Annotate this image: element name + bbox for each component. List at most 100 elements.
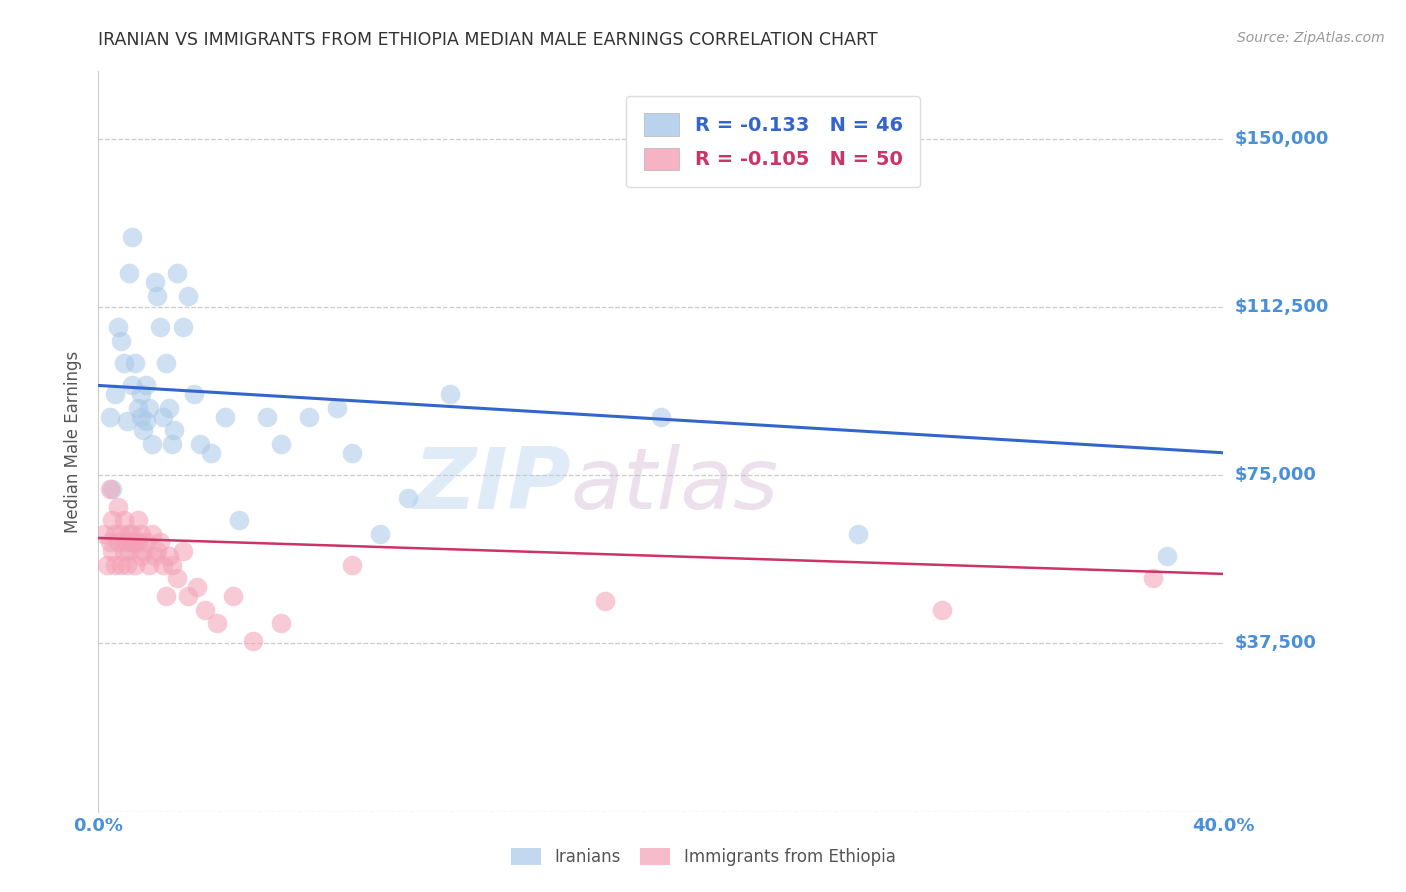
Point xyxy=(110,558,132,572)
Point xyxy=(242,634,264,648)
Point xyxy=(129,526,152,541)
Point xyxy=(124,535,146,549)
Point xyxy=(98,482,121,496)
Point xyxy=(155,590,177,604)
Point xyxy=(110,334,132,348)
Point xyxy=(115,414,138,428)
Point xyxy=(129,387,152,401)
Point xyxy=(160,437,183,451)
Point xyxy=(152,409,174,424)
Text: ZIP: ZIP xyxy=(413,444,571,527)
Point xyxy=(112,356,135,370)
Point xyxy=(326,401,349,415)
Point xyxy=(115,558,138,572)
Point xyxy=(931,603,953,617)
Point xyxy=(166,571,188,585)
Text: $37,500: $37,500 xyxy=(1234,634,1316,652)
Point xyxy=(270,616,292,631)
Point xyxy=(186,580,208,594)
Text: $150,000: $150,000 xyxy=(1234,129,1329,148)
Point xyxy=(127,513,149,527)
Point xyxy=(135,414,157,428)
Point xyxy=(143,549,166,563)
Point xyxy=(593,594,616,608)
Text: Source: ZipAtlas.com: Source: ZipAtlas.com xyxy=(1237,31,1385,45)
Point xyxy=(101,544,124,558)
Point xyxy=(98,535,121,549)
Point xyxy=(96,558,118,572)
Point xyxy=(172,544,194,558)
Point xyxy=(93,526,115,541)
Point xyxy=(172,320,194,334)
Point xyxy=(124,558,146,572)
Point xyxy=(124,356,146,370)
Text: $75,000: $75,000 xyxy=(1234,467,1316,484)
Point xyxy=(340,446,363,460)
Point xyxy=(141,526,163,541)
Point xyxy=(188,437,211,451)
Point xyxy=(132,544,155,558)
Point xyxy=(214,409,236,424)
Point xyxy=(149,535,172,549)
Point xyxy=(121,378,143,392)
Point xyxy=(157,401,180,415)
Point xyxy=(104,387,127,401)
Point xyxy=(340,558,363,572)
Point xyxy=(118,266,141,280)
Point xyxy=(1142,571,1164,585)
Point xyxy=(129,409,152,424)
Point xyxy=(129,549,152,563)
Point xyxy=(222,590,245,604)
Point xyxy=(166,266,188,280)
Text: atlas: atlas xyxy=(571,444,779,527)
Point xyxy=(138,558,160,572)
Point xyxy=(135,535,157,549)
Point xyxy=(270,437,292,451)
Point xyxy=(127,401,149,415)
Point xyxy=(118,526,141,541)
Point xyxy=(143,275,166,289)
Point xyxy=(163,423,186,437)
Point xyxy=(107,320,129,334)
Point xyxy=(298,409,321,424)
Y-axis label: Median Male Earnings: Median Male Earnings xyxy=(65,351,83,533)
Point xyxy=(256,409,278,424)
Point xyxy=(101,513,124,527)
Legend: Iranians, Immigrants from Ethiopia: Iranians, Immigrants from Ethiopia xyxy=(503,841,903,873)
Legend: R = -0.133   N = 46, R = -0.105   N = 50: R = -0.133 N = 46, R = -0.105 N = 50 xyxy=(627,95,920,187)
Point xyxy=(177,590,200,604)
Text: IRANIAN VS IMMIGRANTS FROM ETHIOPIA MEDIAN MALE EARNINGS CORRELATION CHART: IRANIAN VS IMMIGRANTS FROM ETHIOPIA MEDI… xyxy=(98,31,877,49)
Point xyxy=(200,446,222,460)
Point xyxy=(228,513,250,527)
Point xyxy=(155,356,177,370)
Point xyxy=(112,544,135,558)
Point xyxy=(115,535,138,549)
Point xyxy=(132,423,155,437)
Point xyxy=(98,409,121,424)
Point xyxy=(157,549,180,563)
Point xyxy=(177,289,200,303)
Point xyxy=(846,526,869,541)
Point xyxy=(107,500,129,514)
Point xyxy=(104,558,127,572)
Point xyxy=(146,544,169,558)
Point xyxy=(396,491,419,505)
Point xyxy=(138,401,160,415)
Point xyxy=(650,409,672,424)
Point xyxy=(110,526,132,541)
Text: $112,500: $112,500 xyxy=(1234,298,1329,316)
Point xyxy=(121,526,143,541)
Point xyxy=(121,230,143,244)
Point xyxy=(121,535,143,549)
Point xyxy=(149,320,172,334)
Point xyxy=(101,482,124,496)
Point xyxy=(112,513,135,527)
Point xyxy=(107,535,129,549)
Point xyxy=(104,526,127,541)
Point xyxy=(194,603,217,617)
Point xyxy=(135,378,157,392)
Point xyxy=(183,387,205,401)
Point xyxy=(141,437,163,451)
Point xyxy=(118,544,141,558)
Point xyxy=(127,535,149,549)
